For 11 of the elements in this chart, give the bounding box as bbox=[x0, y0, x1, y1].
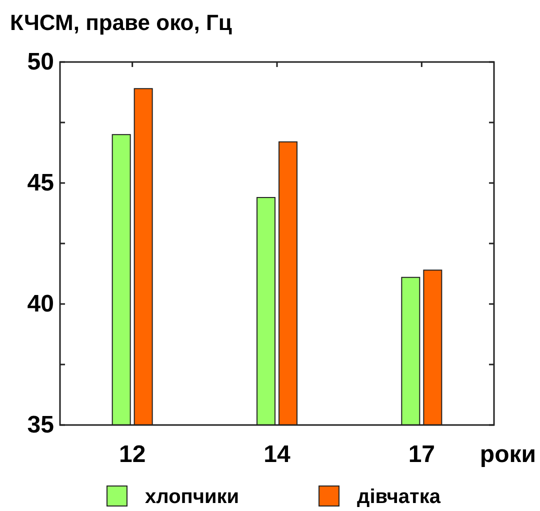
x-axis-title: роки bbox=[480, 441, 536, 468]
x-tick-label: 14 bbox=[264, 441, 291, 468]
legend-label: дівчатка bbox=[357, 486, 442, 508]
legend-label: хлопчики bbox=[145, 486, 240, 508]
y-tick-label: 35 bbox=[27, 412, 54, 438]
y-tick-label: 45 bbox=[27, 170, 54, 196]
y-tick-label: 50 bbox=[27, 48, 54, 76]
y-tick-label: 40 bbox=[27, 290, 54, 318]
x-tick-label: 12 bbox=[118, 441, 146, 468]
x-tick-label: 17 bbox=[408, 441, 436, 468]
y-axis-title: КЧСМ, праве око, Гц bbox=[10, 10, 232, 35]
